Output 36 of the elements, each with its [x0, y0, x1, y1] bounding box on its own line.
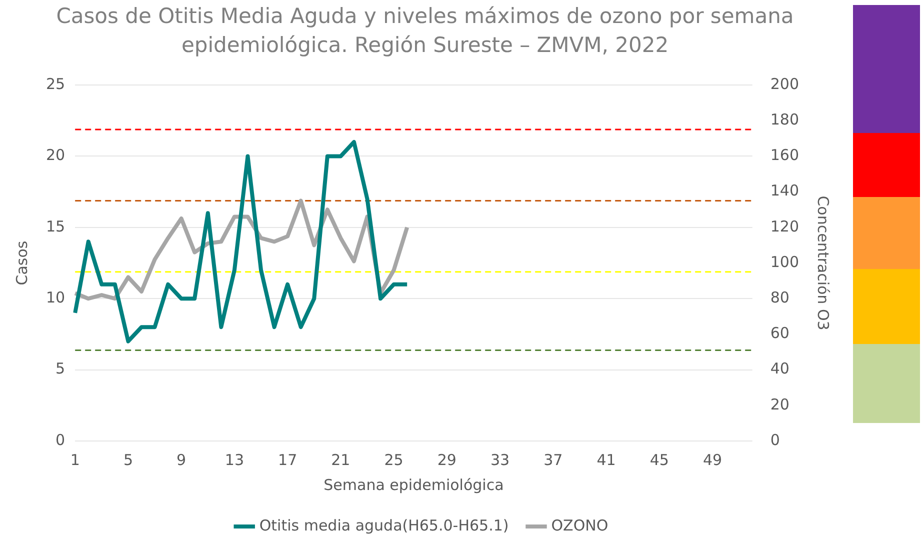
x-tick-label: 45	[650, 450, 669, 469]
legend-label: OZONO	[551, 516, 608, 534]
x-tick-label: 37	[544, 450, 563, 469]
y2-axis-title: Concentración O3	[814, 196, 832, 330]
x-tick-label: 49	[702, 450, 722, 469]
x-tick-label: 13	[224, 450, 244, 469]
x-tick-label: 33	[490, 450, 510, 469]
x-tick-label: 17	[278, 450, 298, 469]
x-tick-label: 29	[437, 450, 456, 469]
y-tick-label: 15	[46, 217, 66, 236]
y-tick-label: 5	[56, 360, 66, 378]
x-tick-label: 25	[384, 450, 404, 469]
y2-tick-label: 120	[770, 217, 800, 236]
y2-tick-label: 0	[770, 430, 780, 449]
y2-tick-label: 60	[770, 324, 790, 342]
x-tick-label: 1	[70, 450, 80, 469]
y2-tick-label: 80	[770, 288, 790, 306]
chart-title: Casos de Otitis Media Aguda y niveles máximos de ozono por semana epidemiológica. Región Sureste – ZMVM, 2022	[55, 3, 795, 59]
legend-label: Otitis media aguda(H65.0-H65.1)	[259, 516, 509, 534]
y2-tick-label: 180	[770, 110, 800, 128]
y2-tick-label: 200	[770, 74, 800, 93]
y-tick-label: 20	[46, 146, 66, 164]
y-tick-label: 25	[46, 74, 66, 93]
y-axis-title: Casos	[12, 240, 31, 286]
y-tick-label: 0	[56, 430, 66, 449]
x-tick-label: 41	[596, 450, 616, 469]
y2-tick-label: 20	[770, 395, 790, 414]
x-axis-title: Semana epidemiológica	[324, 476, 504, 494]
y-tick-label: 10	[46, 288, 66, 306]
x-tick-label: 9	[176, 450, 186, 469]
x-tick-label: 5	[123, 450, 133, 469]
y2-tick-label: 160	[770, 146, 800, 164]
y2-tick-label: 100	[770, 252, 800, 271]
y2-tick-label: 140	[770, 182, 800, 200]
y2-tick-label: 40	[770, 360, 790, 378]
x-tick-label: 21	[331, 450, 350, 469]
